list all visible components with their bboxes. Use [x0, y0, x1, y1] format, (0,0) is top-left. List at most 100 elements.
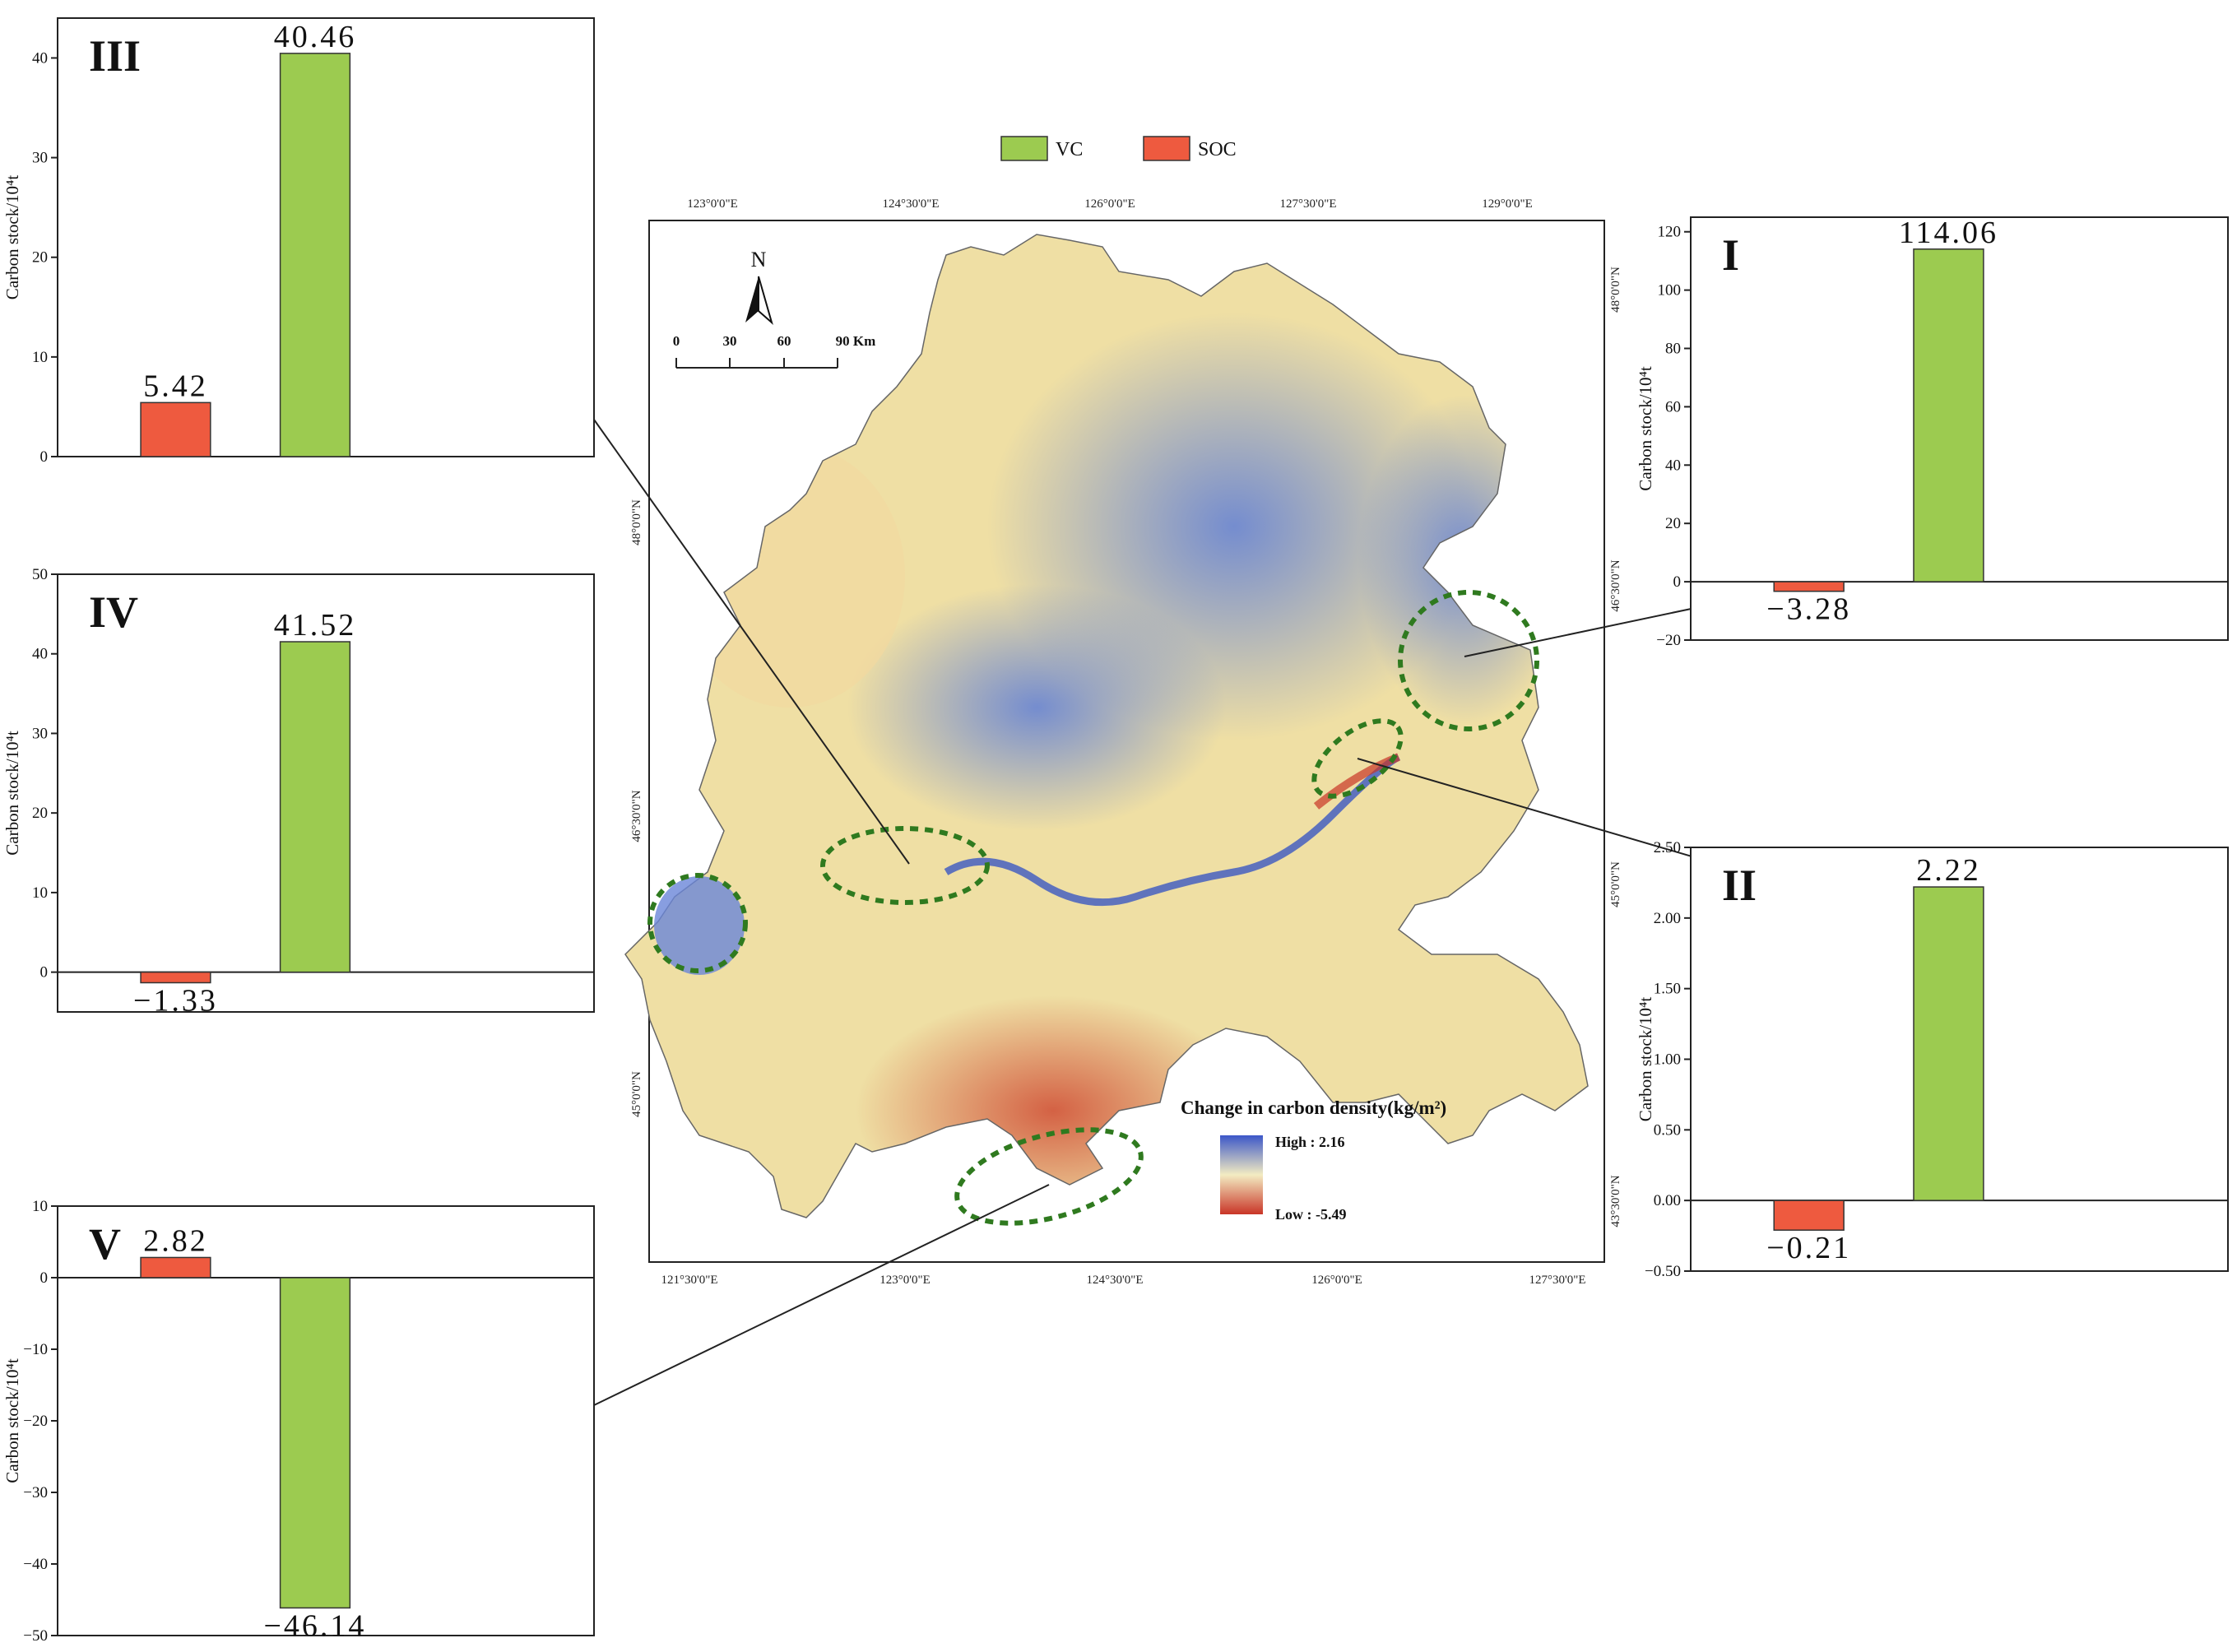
scale-label-30: 30	[723, 333, 737, 349]
connector-lines	[593, 419, 1704, 1406]
coord-bottom-3: 124°30'0"E	[1087, 1274, 1144, 1287]
scale-label-60: 60	[777, 333, 791, 349]
coord-top-4: 127°30'0"E	[1280, 197, 1337, 211]
coord-bottom-1: 121°30'0"E	[661, 1274, 718, 1287]
coord-bottom-5: 127°30'0"E	[1529, 1274, 1586, 1287]
bar-chart-IV: 0 10 20 30 40 50 Carbon stock/10⁴t −1.33 41.52 IV	[2, 566, 595, 1019]
y-tick-label-I-1: 0	[1673, 573, 1682, 591]
y-axis-label-IV: Carbon stock/10⁴t	[2, 731, 22, 856]
connector-I	[1464, 606, 1700, 657]
y-tick-label-III-2: 20	[32, 249, 48, 267]
y-tick-label-IV-0: 0	[40, 964, 49, 981]
y-tick-label-IV-4: 40	[32, 646, 48, 663]
coord-bottom-4: 126°0'0"E	[1311, 1274, 1362, 1287]
value-label-soc-V: 2.82	[143, 1223, 208, 1258]
bar-soc-II	[1773, 1200, 1845, 1231]
y-tick-label-V-2: −30	[23, 1484, 48, 1501]
highlight-ellipse-III	[820, 826, 990, 905]
legend-label-soc: SOC	[1198, 139, 1237, 160]
density-high-label: High : 2.16	[1275, 1134, 1345, 1150]
bar-soc-I	[1773, 581, 1845, 592]
connector-III	[593, 419, 910, 865]
coordinate-labels: 123°0'0"E 124°30'0"E 126°0'0"E 127°30'0"…	[630, 197, 1622, 1287]
y-tick-label-III-3: 30	[32, 150, 48, 167]
legend-swatch-vc	[1000, 136, 1048, 161]
legend-label-vc: VC	[1056, 139, 1083, 160]
bar-chart-V: −50 −40 −30 −20 −10 0 10 Carbon stock/10⁴t 2.82 −…	[2, 1198, 595, 1645]
value-label-soc-I: −3.28	[1766, 592, 1851, 627]
y-tick-label-V-6: 10	[32, 1198, 48, 1215]
y-tick-label-II-4: 1.50	[1654, 981, 1681, 998]
coord-right-4: 43°30'0"N	[1609, 1175, 1622, 1227]
bar-chart-III: 0 10 20 30 40 Carbon stock/10⁴t 5.42 40.46 III	[2, 17, 595, 466]
coord-bottom-2: 123°0'0"E	[879, 1274, 931, 1287]
panel-label-III: III	[89, 31, 141, 81]
y-tick-label-II-2: 0.50	[1654, 1121, 1681, 1139]
y-tick-label-I-0: −20	[1656, 632, 1681, 649]
density-low-label: Low : -5.49	[1275, 1206, 1347, 1223]
bar-soc-IV	[140, 971, 211, 984]
y-axis-label-III: Carbon stock/10⁴t	[2, 175, 22, 300]
y-tick-label-I-2: 20	[1665, 515, 1681, 532]
density-legend-title: Change in carbon density(kg/m²)	[1181, 1097, 1446, 1118]
y-tick-label-II-5: 2.00	[1654, 910, 1681, 927]
zone-west-blue	[654, 876, 745, 975]
highlight-ellipse-II	[1311, 718, 1404, 799]
y-tick-label-V-4: −10	[23, 1341, 48, 1358]
map-panel: N 0 30 60 90 Km Change in carbon density…	[624, 197, 1622, 1287]
y-tick-label-II-0: −0.50	[1645, 1263, 1681, 1280]
value-label-vc-I: 114.06	[1899, 216, 1998, 250]
value-label-vc-III: 40.46	[274, 20, 357, 54]
bar-vc-IV	[279, 641, 351, 973]
river	[944, 753, 1401, 907]
panel-label-II: II	[1722, 861, 1757, 910]
y-tick-label-II-3: 1.00	[1654, 1051, 1681, 1069]
legend-swatch-soc	[1143, 136, 1190, 161]
bar-vc-I	[1913, 248, 1984, 582]
panel-label-I: I	[1722, 230, 1739, 280]
highlight-ellipse-I	[1398, 590, 1539, 731]
scale-label-90: 90 Km	[836, 333, 876, 349]
coord-left-1: 48°0'0"N	[630, 499, 643, 545]
bar-soc-V	[140, 1256, 211, 1278]
bar-chart-II: −0.50 0.00 0.50 1.00 1.50 2.00 2.50 Carbon stoc…	[1636, 839, 2229, 1280]
y-tick-label-II-1: 0.00	[1654, 1192, 1681, 1209]
y-tick-label-III-0: 0	[40, 448, 49, 466]
y-tick-label-IV-3: 30	[32, 725, 48, 742]
north-label: N	[751, 248, 767, 271]
north-arrow: N	[745, 248, 773, 325]
y-tick-label-V-0: −50	[23, 1627, 48, 1645]
panel-label-IV: IV	[89, 587, 138, 637]
density-colorbar	[1220, 1135, 1263, 1214]
coord-right-1: 48°0'0"N	[1609, 267, 1622, 313]
y-tick-label-II-6: 2.50	[1654, 839, 1681, 856]
y-tick-label-I-6: 100	[1658, 282, 1682, 299]
bar-vc-II	[1913, 886, 1984, 1201]
value-label-vc-IV: 41.52	[274, 608, 357, 643]
bar-soc-III	[140, 401, 211, 457]
y-tick-label-IV-1: 10	[32, 884, 48, 902]
coord-left-3: 45°0'0"N	[630, 1071, 643, 1117]
highlight-ellipse-V	[954, 1127, 1144, 1226]
panel-label-V: V	[89, 1219, 121, 1269]
bar-chart-I: −20 0 20 40 60 80 100 120 Carbon stock/10⁴t −3.28…	[1636, 216, 2229, 649]
bar-vc-III	[279, 53, 351, 457]
y-tick-label-III-4: 40	[32, 49, 48, 67]
y-tick-label-I-7: 120	[1658, 224, 1682, 241]
y-tick-label-IV-5: 50	[32, 566, 48, 583]
connector-V	[593, 1184, 1050, 1406]
north-arrow-left	[745, 276, 759, 323]
y-tick-label-IV-2: 20	[32, 805, 48, 822]
y-tick-label-I-4: 60	[1665, 398, 1681, 415]
connector-II	[1357, 758, 1704, 861]
region-outline	[624, 234, 1589, 1218]
density-legend: Change in carbon density(kg/m²) High : 2…	[1181, 1097, 1446, 1223]
y-tick-label-V-5: 0	[40, 1269, 49, 1287]
y-tick-label-V-3: −20	[23, 1413, 48, 1430]
y-tick-label-I-3: 40	[1665, 457, 1681, 474]
coord-left-2: 46°30'0"N	[630, 790, 643, 842]
coord-top-1: 123°0'0"E	[687, 197, 738, 211]
north-arrow-right	[758, 276, 773, 325]
